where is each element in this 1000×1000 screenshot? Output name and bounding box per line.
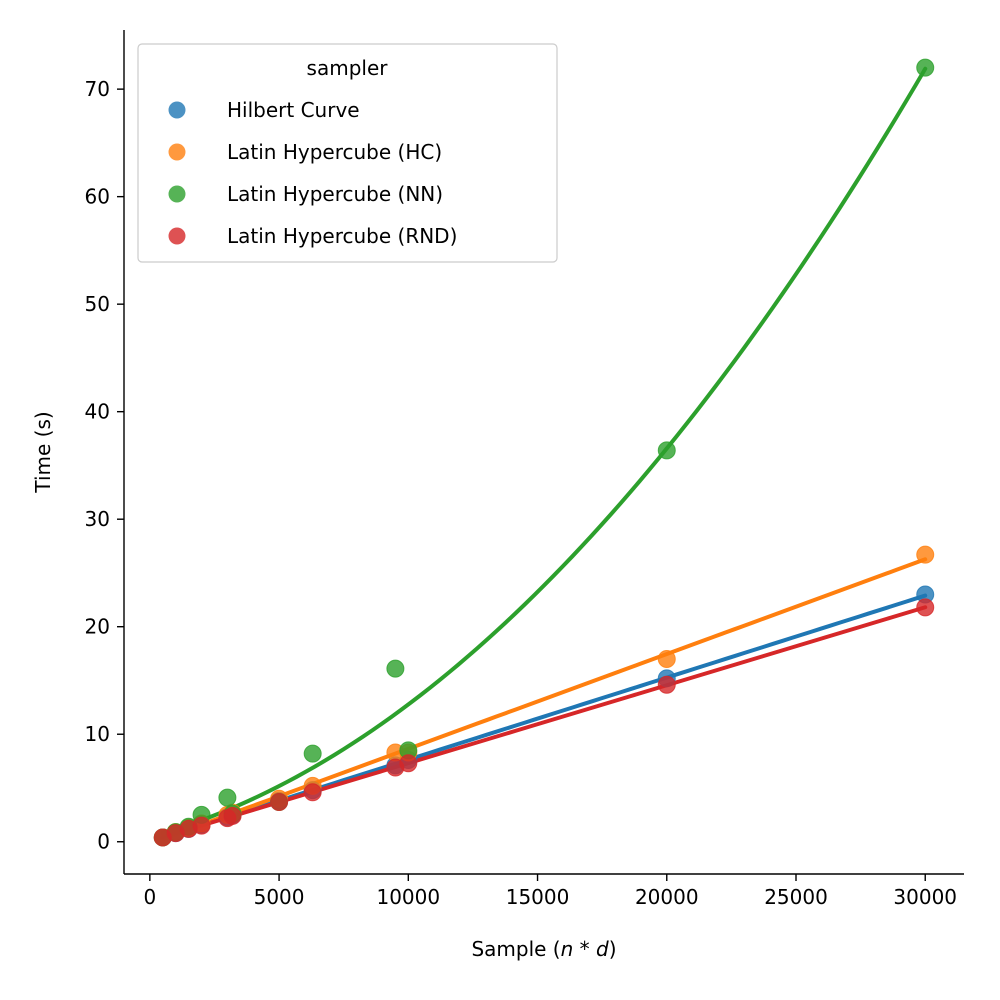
data-point-series-3 [399, 754, 418, 773]
legend-marker-series-2 [168, 185, 186, 203]
x-axis-label-prefix: Sample ( [471, 937, 560, 961]
legend-label-series-2: Latin Hypercube (NN) [227, 182, 443, 206]
y-tick-label: 30 [85, 507, 110, 531]
x-axis-label-d: d [596, 937, 609, 961]
x-tick-label: 10000 [376, 885, 440, 909]
y-tick-label: 10 [85, 722, 110, 746]
y-ticks: 0 10 20 30 40 50 60 70 [85, 77, 124, 854]
legend-label-series-3: Latin Hypercube (RND) [227, 224, 457, 248]
legend-frame [137, 43, 558, 263]
y-tick-label: 20 [85, 615, 110, 639]
x-ticks: 0 5000 10000 15000 20000 25000 30000 [143, 874, 957, 909]
y-axis-label: Time (s) [31, 411, 55, 493]
fit-line-series-2 [160, 66, 928, 836]
x-axis-label: Sample (n * d) [471, 937, 616, 961]
data-point-series-3 [303, 783, 322, 802]
data-point-series-2 [386, 659, 405, 678]
data-point-series-3 [223, 806, 242, 825]
x-tick-label: 5000 [254, 885, 305, 909]
legend-marker-series-0 [168, 101, 186, 119]
legend-marker-series-3 [168, 227, 186, 245]
x-tick-label: 25000 [764, 885, 828, 909]
data-point-series-3 [270, 792, 289, 811]
x-tick-label: 15000 [506, 885, 570, 909]
x-tick-label: 20000 [635, 885, 699, 909]
data-point-series-1 [657, 649, 676, 668]
x-tick-label: 30000 [893, 885, 957, 909]
data-point-series-1 [916, 545, 935, 564]
data-point-series-2 [916, 58, 935, 77]
x-tick-label: 0 [143, 885, 156, 909]
data-point-series-3 [192, 816, 211, 835]
legend-label-series-1: Latin Hypercube (HC) [227, 140, 442, 164]
y-tick-label: 70 [85, 77, 110, 101]
data-point-series-3 [657, 675, 676, 694]
y-tick-label: 60 [85, 185, 110, 209]
legend: sampler Hilbert Curve Latin Hypercube (HC… [137, 43, 558, 263]
y-tick-label: 0 [97, 830, 110, 854]
legend-entries: Hilbert Curve Latin Hypercube (HC) Latin H… [168, 98, 457, 248]
axes [123, 30, 964, 875]
legend-marker-series-1 [168, 143, 186, 161]
y-tick-label: 50 [85, 292, 110, 316]
x-axis-label-op: * [573, 937, 596, 961]
data-point-series-2 [303, 744, 322, 763]
y-tick-label: 40 [85, 400, 110, 424]
fit-line-series-1 [160, 557, 928, 841]
data-points [153, 58, 935, 847]
x-axis-label-suffix: ) [609, 937, 617, 961]
data-point-series-3 [916, 598, 935, 617]
data-point-series-2 [657, 441, 676, 460]
legend-title: sampler [307, 56, 389, 80]
legend-label-series-0: Hilbert Curve [227, 98, 360, 122]
fit-line-series-3 [160, 605, 928, 840]
x-axis-label-n: n [561, 937, 574, 961]
data-point-series-2 [218, 788, 237, 807]
fit-lines [160, 66, 928, 841]
